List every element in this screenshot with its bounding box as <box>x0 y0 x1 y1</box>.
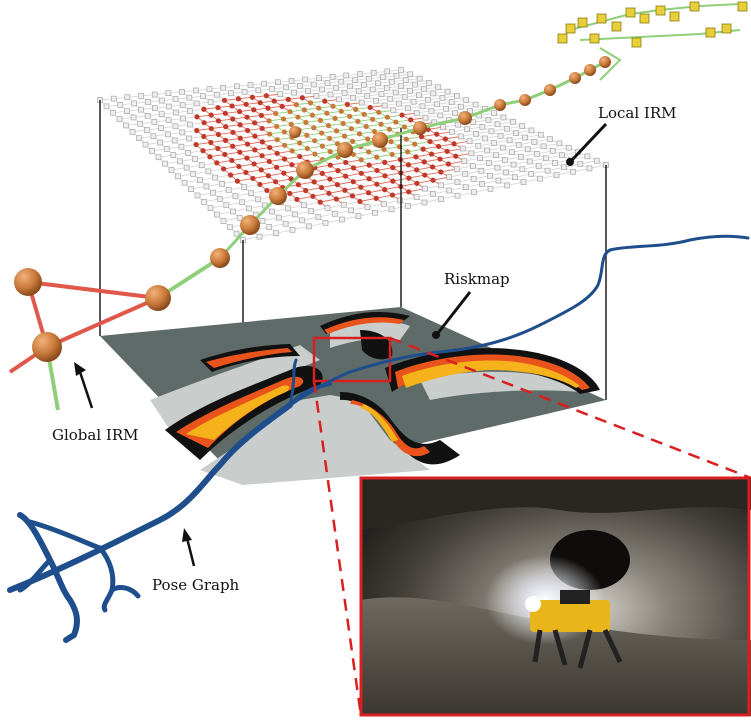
pose-graph-label: Pose Graph <box>152 576 240 594</box>
inset-cave-photo <box>359 476 751 717</box>
local-irm-grid <box>97 67 609 243</box>
upper-trail <box>557 1 748 81</box>
annotations: Local IRM Riskmap Global IRM Pose Graph <box>52 104 676 594</box>
riskmap-plane <box>100 307 606 485</box>
pose-graph <box>7 234 750 643</box>
zoom-leader-lines <box>312 336 751 717</box>
global-irm <box>8 256 222 411</box>
global-irm-label: Global IRM <box>52 426 139 444</box>
local-irm-label: Local IRM <box>598 104 676 122</box>
riskmap-label: Riskmap <box>444 270 510 288</box>
local-irm-chain <box>210 56 611 268</box>
robot-icon <box>525 590 623 669</box>
